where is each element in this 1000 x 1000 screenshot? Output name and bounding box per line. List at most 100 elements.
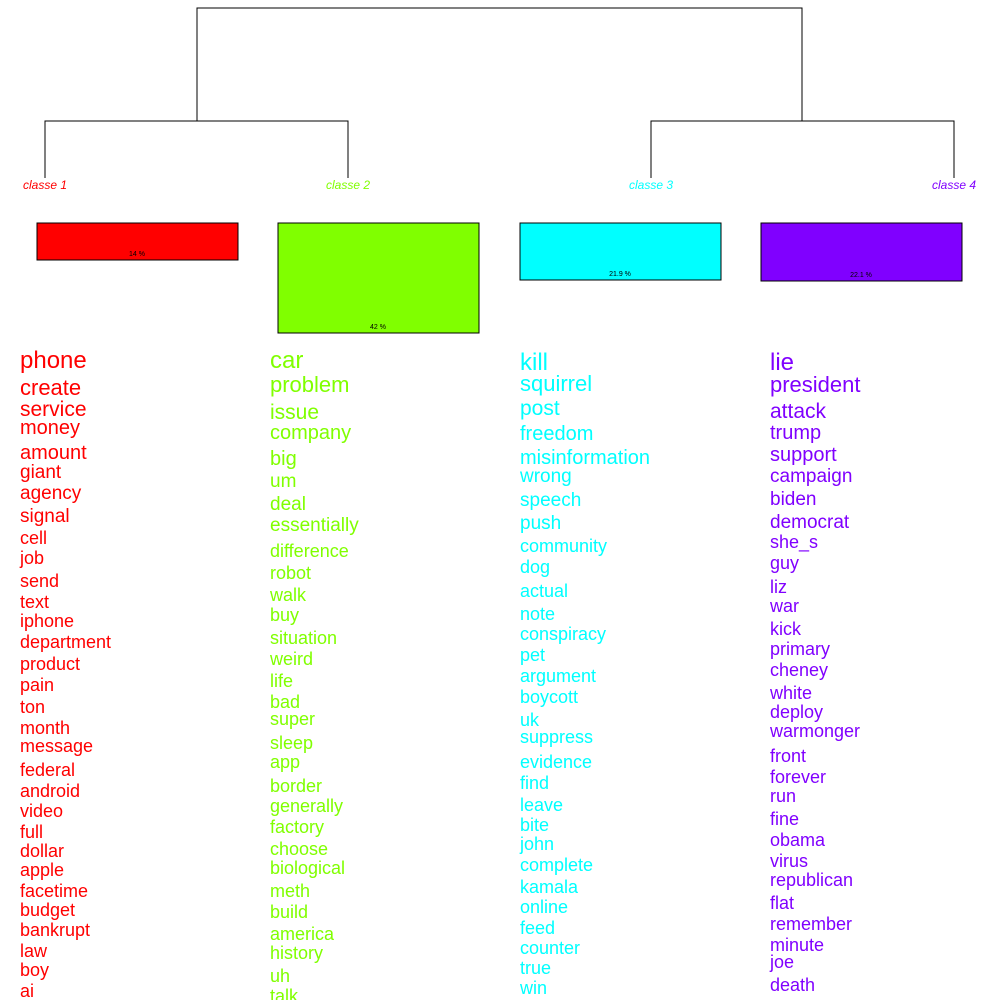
word-item: agency: [20, 483, 82, 504]
word-item: meth: [270, 881, 311, 901]
class-label-2: classe 2: [326, 178, 370, 192]
word-item: obama: [770, 830, 826, 850]
word-item: lie: [770, 349, 795, 376]
word-item: job: [20, 548, 45, 568]
word-item: life: [270, 671, 294, 691]
word-item: speech: [520, 490, 582, 511]
word-item: suppress: [520, 727, 594, 747]
word-item: push: [520, 513, 562, 534]
dendrogram-tree: classe 1 classe 2 classe 3 classe 4 14 %…: [23, 7, 976, 334]
word-item: death: [770, 975, 816, 995]
word-item: signal: [20, 506, 70, 527]
word-item: video: [20, 801, 64, 821]
word-item: app: [270, 752, 301, 772]
word-item: republican: [770, 870, 854, 890]
word-item: create: [20, 375, 82, 400]
word-item: ton: [20, 697, 46, 717]
word-item: dog: [520, 557, 551, 577]
word-item: dollar: [20, 841, 65, 861]
word-item: facetime: [20, 881, 89, 901]
word-item: boycott: [520, 687, 579, 707]
word-item: situation: [270, 628, 338, 648]
word-item: primary: [770, 639, 831, 659]
word-item: online: [520, 897, 569, 917]
word-item: factory: [270, 817, 325, 837]
word-item: war: [770, 596, 800, 616]
word-item: liz: [770, 577, 787, 597]
class-bar-3: [519, 222, 722, 281]
word-item: boy: [20, 960, 50, 980]
word-item: remember: [770, 914, 853, 934]
word-item: biden: [770, 489, 817, 510]
word-item: virus: [770, 851, 809, 871]
word-item: talk: [270, 986, 299, 1000]
tree-branch-left: [44, 120, 349, 178]
word-item: counter: [520, 938, 581, 958]
word-item: ai: [20, 981, 35, 1000]
word-item: white: [770, 683, 813, 703]
word-item: post: [520, 397, 560, 420]
tree-branch-root: [196, 7, 803, 121]
word-item: message: [20, 736, 94, 756]
word-item: win: [520, 978, 548, 998]
word-item: uh: [270, 966, 291, 986]
word-item: send: [20, 571, 60, 591]
word-item: car: [270, 347, 304, 374]
word-item: amount: [20, 442, 87, 464]
word-item: money: [20, 417, 81, 439]
class-bar-4: [760, 222, 963, 282]
word-item: community: [520, 536, 608, 556]
word-item: big: [270, 448, 297, 470]
word-item: phone: [20, 347, 87, 374]
word-item: federal: [20, 760, 76, 780]
word-item: budget: [20, 900, 76, 920]
word-item: misinformation: [520, 447, 651, 469]
word-item: history: [270, 943, 324, 963]
word-item: guy: [770, 553, 800, 573]
word-item: generally: [270, 796, 344, 816]
word-item: issue: [270, 401, 320, 424]
word-item: product: [20, 654, 81, 674]
class-percent-4: 22.1 %: [850, 272, 872, 279]
word-item: deal: [270, 494, 306, 515]
word-item: service: [20, 398, 87, 421]
word-item: giant: [20, 462, 62, 483]
class-label-3: classe 3: [629, 178, 673, 192]
word-item: president: [770, 372, 861, 397]
word-item: difference: [270, 541, 349, 561]
class-percent-3: 21.9 %: [609, 271, 631, 278]
word-item: android: [20, 781, 81, 801]
word-item: bad: [270, 692, 301, 712]
class-label-4: classe 4: [932, 178, 976, 192]
word-item: note: [520, 604, 556, 624]
word-item: buy: [270, 605, 300, 625]
word-item: um: [270, 471, 297, 492]
word-item: company: [270, 422, 352, 444]
class-label-1: classe 1: [23, 178, 67, 192]
word-item: leave: [520, 795, 564, 815]
word-item: true: [520, 958, 552, 978]
word-item: flat: [770, 893, 795, 913]
word-item: run: [770, 786, 797, 806]
word-item: month: [20, 718, 71, 738]
word-item: uk: [520, 710, 540, 730]
class-percent-1: 14 %: [129, 251, 145, 258]
word-item: cheney: [770, 660, 829, 680]
word-item: feed: [520, 918, 556, 938]
tree-branch-right: [650, 120, 955, 178]
word-item: squirrel: [520, 371, 593, 396]
word-item: campaign: [770, 466, 853, 487]
word-item: argument: [520, 666, 597, 686]
class-bar-2: [277, 222, 480, 334]
word-item: democrat: [770, 512, 850, 533]
word-item: america: [270, 924, 335, 944]
word-item: apple: [20, 860, 65, 880]
word-item: kick: [770, 619, 801, 639]
word-item: bite: [520, 815, 550, 835]
word-item: actual: [520, 581, 569, 601]
word-item: angry: [770, 996, 815, 1000]
word-item: pain: [20, 675, 55, 695]
word-item: bankrupt: [20, 920, 91, 940]
class-bar-1: [36, 222, 239, 261]
